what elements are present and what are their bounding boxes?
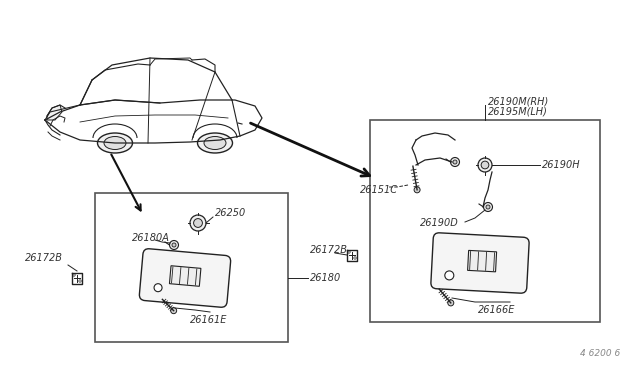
Ellipse shape: [198, 133, 232, 153]
Circle shape: [171, 308, 177, 314]
Ellipse shape: [97, 133, 132, 153]
Circle shape: [478, 158, 492, 172]
Circle shape: [73, 274, 76, 276]
Circle shape: [451, 157, 460, 167]
Circle shape: [481, 161, 489, 169]
Text: 26172B: 26172B: [310, 245, 348, 255]
Polygon shape: [47, 105, 62, 120]
Circle shape: [190, 215, 206, 231]
FancyBboxPatch shape: [431, 233, 529, 293]
Bar: [170, 266, 201, 286]
Text: 26161E: 26161E: [190, 315, 227, 325]
Circle shape: [414, 187, 420, 193]
Bar: [95, 193, 288, 342]
Text: 26172B: 26172B: [25, 253, 63, 263]
Circle shape: [170, 241, 179, 250]
Circle shape: [154, 284, 162, 292]
Circle shape: [79, 280, 81, 282]
Circle shape: [354, 257, 356, 259]
Circle shape: [486, 205, 490, 209]
Text: 26190M(RH): 26190M(RH): [488, 97, 549, 107]
Circle shape: [448, 300, 454, 306]
Text: 26180: 26180: [310, 273, 341, 283]
Circle shape: [348, 251, 350, 253]
Text: 26166E: 26166E: [478, 305, 515, 315]
Text: 26151C: 26151C: [360, 185, 398, 195]
Text: 26180A: 26180A: [132, 233, 170, 243]
FancyBboxPatch shape: [140, 249, 230, 307]
Text: 26250: 26250: [215, 208, 246, 218]
Circle shape: [445, 271, 454, 280]
Circle shape: [453, 160, 457, 164]
Ellipse shape: [104, 137, 126, 150]
Ellipse shape: [204, 137, 226, 150]
Circle shape: [483, 202, 493, 212]
Text: 26190D: 26190D: [420, 218, 459, 228]
Bar: [468, 250, 497, 272]
Bar: [370, 120, 600, 322]
Circle shape: [193, 219, 202, 227]
Text: 26195M(LH): 26195M(LH): [488, 107, 548, 117]
Text: 4 6200 6: 4 6200 6: [580, 349, 620, 358]
Text: 26190H: 26190H: [542, 160, 580, 170]
Circle shape: [172, 243, 176, 247]
